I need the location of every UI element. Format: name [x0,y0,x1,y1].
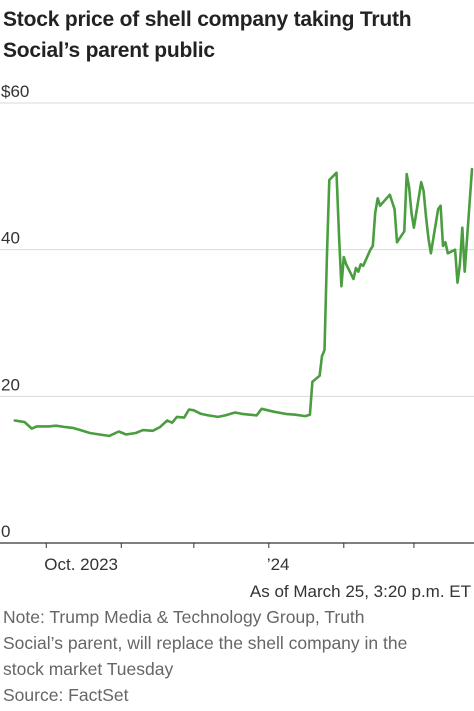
x-tick-label-0: Oct. 2023 [44,555,118,574]
as-of-annotation: As of March 25, 3:20 p.m. ET [250,582,471,600]
source-label: Source: FactSet [3,685,129,705]
y-axis-labels: $60 40 20 0 [1,82,29,541]
y-tick-label-2: 20 [1,375,20,394]
chart-note: Note: Trump Media & Technology Group, Tr… [3,604,471,708]
note-line-3: stock market Tuesday [3,659,174,679]
gridlines [0,102,474,397]
note-line-1: Note: Trump Media & Technology Group, Tr… [3,607,365,627]
y-tick-label-0: $60 [1,82,29,101]
note-line-2: Social’s parent, will replace the shell … [3,633,408,653]
chart-title-line-1: Stock price of shell company taking Trut… [3,8,412,31]
series-layer [13,167,474,438]
x-tick-label-3: ’24 [267,555,290,574]
line-chart: $60 40 20 0 Oct. 2023 ’24 As of March 25, 3:… [0,82,474,600]
chart-title: Stock price of shell company taking Trut… [3,4,469,66]
y-tick-label-1: 40 [1,229,20,248]
series-line-0 [13,167,474,438]
x-axis: Oct. 2023 ’24 [0,542,474,574]
chart-title-line-2: Social’s parent public [3,39,215,62]
y-tick-label-3: 0 [1,522,10,541]
